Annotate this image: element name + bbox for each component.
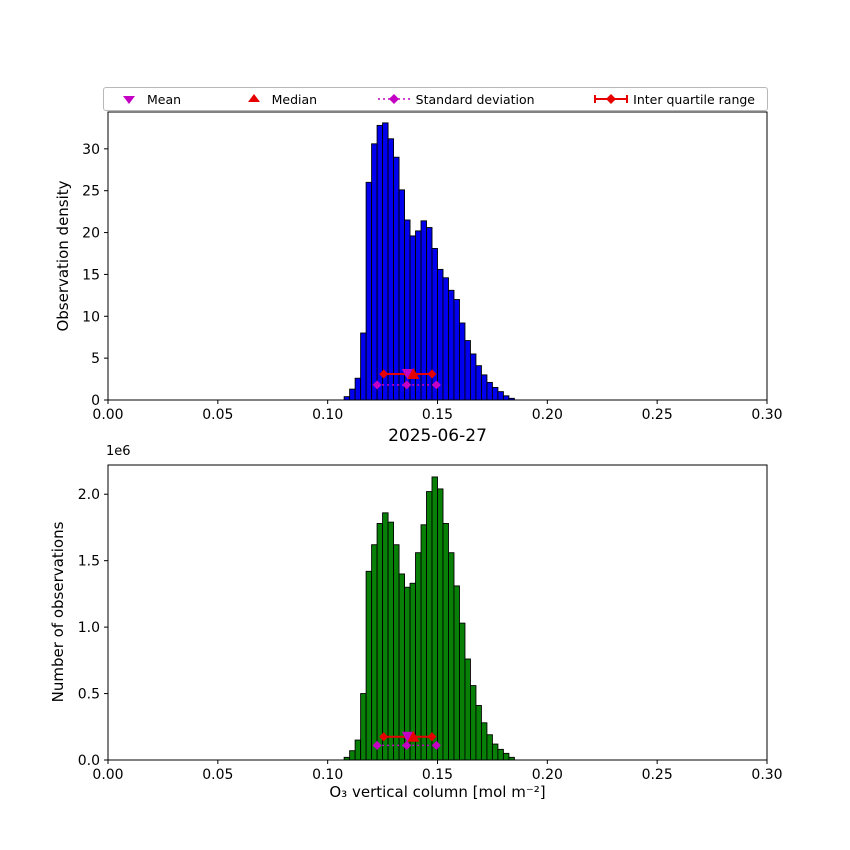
legend-item-median: Median: [241, 91, 317, 107]
svg-text:0.25: 0.25: [642, 407, 673, 423]
svg-text:0.10: 0.10: [312, 407, 343, 423]
svg-text:0.5: 0.5: [78, 687, 100, 703]
svg-text:0.20: 0.20: [532, 767, 563, 783]
svg-text:0: 0: [91, 393, 100, 409]
svg-text:0.30: 0.30: [751, 407, 782, 423]
svg-text:0.00: 0.00: [92, 767, 123, 783]
svg-text:0.00: 0.00: [92, 407, 123, 423]
svg-text:0.0: 0.0: [78, 753, 100, 769]
svg-text:0.20: 0.20: [532, 407, 563, 423]
svg-text:5: 5: [91, 351, 100, 367]
svg-text:0.05: 0.05: [202, 407, 233, 423]
std-deviation-errorbar-icon: [377, 91, 411, 107]
median-triangle-up-icon: [241, 91, 267, 107]
y-axis-label-bottom: Number of observations: [49, 521, 67, 703]
svg-text:0.25: 0.25: [642, 767, 673, 783]
legend-label-std: Standard deviation: [415, 91, 535, 107]
legend-label-iqr: Inter quartile range: [633, 91, 755, 107]
legend: Mean Median Standard deviation Inter qua…: [103, 87, 768, 111]
svg-text:20: 20: [82, 226, 100, 242]
svg-text:2.0: 2.0: [78, 487, 100, 503]
legend-item-iqr: Inter quartile range: [594, 91, 755, 107]
svg-text:1.0: 1.0: [78, 620, 100, 636]
x-axis-label: O₃ vertical column [mol m⁻²]: [329, 783, 546, 801]
y-axis-label-top: Observation density: [54, 180, 72, 332]
legend-label-mean: Mean: [147, 91, 182, 107]
bottom-axes-title: 2025-06-27: [388, 426, 487, 446]
y-axis-offset-text: 1e6: [106, 444, 131, 459]
svg-text:1.5: 1.5: [78, 554, 100, 570]
svg-text:10: 10: [82, 309, 100, 325]
iqr-errorbar-icon: [594, 91, 629, 107]
svg-text:15: 15: [82, 267, 100, 283]
legend-item-std: Standard deviation: [377, 91, 535, 107]
svg-text:25: 25: [82, 184, 100, 200]
svg-text:0.15: 0.15: [422, 407, 453, 423]
svg-text:0.30: 0.30: [751, 767, 782, 783]
legend-label-median: Median: [271, 91, 318, 107]
svg-text:0.05: 0.05: [202, 767, 233, 783]
svg-text:0.10: 0.10: [312, 767, 343, 783]
legend-item-mean: Mean: [116, 91, 181, 107]
mean-triangle-down-icon: [116, 91, 142, 107]
svg-text:30: 30: [82, 142, 100, 158]
svg-text:0.15: 0.15: [422, 767, 453, 783]
